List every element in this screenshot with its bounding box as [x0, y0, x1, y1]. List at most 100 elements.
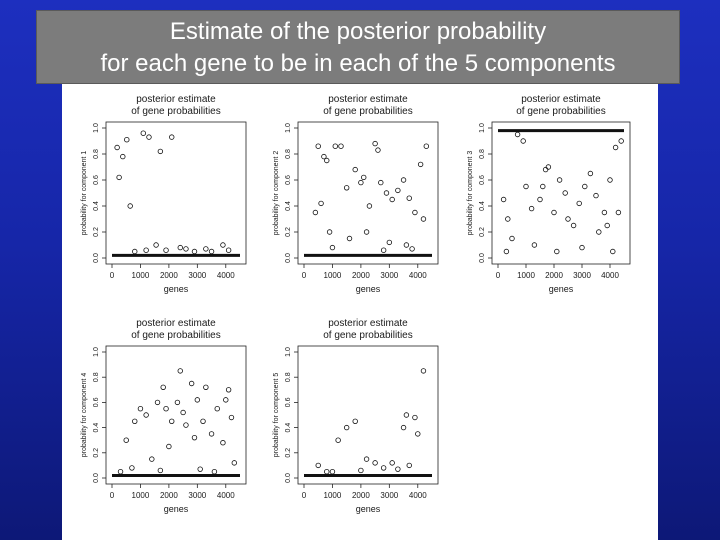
data-point-4-8 [163, 406, 169, 412]
y-tick-label-2-1: 0.2 [285, 227, 292, 237]
x-tick-label-1-1: 1000 [132, 271, 150, 280]
data-point-2-30 [380, 247, 387, 253]
data-point-4-11 [174, 399, 181, 406]
data-point-2-18 [400, 177, 407, 183]
data-point-3-23 [607, 177, 613, 183]
data-point-5-5 [363, 456, 370, 462]
data-point-3-13 [562, 190, 568, 196]
plot-title-line1-4: posterior estimate [136, 318, 216, 329]
y-tick-label-1-5: 1.0 [93, 123, 100, 133]
data-point-2-10 [361, 174, 367, 181]
data-point-4-7 [160, 384, 166, 390]
data-point-2-31 [409, 246, 415, 252]
y-tick-label-2-5: 1.0 [285, 123, 292, 133]
x-tick-label-3-1: 1000 [517, 271, 535, 280]
data-point-5-3 [343, 424, 350, 431]
data-point-1-12 [220, 242, 226, 248]
data-point-1-6 [146, 134, 152, 140]
data-point-3-1 [505, 216, 511, 222]
data-point-2-11 [366, 203, 373, 209]
x-tick-label-3-4: 4000 [601, 271, 619, 280]
data-point-1-7 [153, 242, 159, 248]
data-point-4-21 [214, 406, 220, 412]
x-tick-label-2-0: 0 [302, 271, 307, 280]
data-point-1-0 [114, 144, 120, 151]
data-point-5-14 [406, 462, 412, 469]
data-point-4-14 [183, 422, 189, 428]
data-point-3-3 [514, 131, 521, 138]
data-point-2-4 [324, 157, 330, 164]
data-point-4-20 [208, 431, 215, 437]
data-point-2-6 [338, 143, 344, 149]
data-point-3-10 [545, 164, 552, 170]
data-point-1-18 [225, 247, 232, 253]
data-point-4-0 [117, 469, 124, 475]
plot-frame-4 [105, 345, 247, 485]
data-point-5-4 [352, 418, 358, 424]
x-tick-label-5-2: 2000 [352, 491, 370, 500]
data-point-3-27 [503, 248, 510, 255]
data-point-3-24 [612, 144, 619, 151]
data-point-2-14 [378, 179, 384, 186]
data-point-5-16 [329, 469, 336, 475]
y-tick-label-5-1: 0.2 [285, 448, 292, 458]
data-point-5-1 [324, 469, 330, 475]
plot-title-line1-3: posterior estimate [521, 94, 601, 105]
data-point-3-25 [615, 209, 622, 216]
data-point-1-9 [169, 134, 175, 140]
data-point-2-19 [406, 195, 412, 201]
y-tick-label-5-4: 0.8 [285, 372, 292, 382]
y-tick-label-2-3: 0.6 [285, 175, 292, 185]
data-point-2-16 [389, 196, 395, 203]
x-tick-label-4-1: 1000 [132, 491, 150, 500]
data-point-1-4 [127, 203, 133, 209]
data-point-1-16 [143, 247, 149, 253]
plot-title-line1-5: posterior estimate [328, 318, 408, 329]
data-point-3-31 [610, 248, 616, 255]
data-point-3-6 [528, 205, 535, 212]
data-point-1-13 [163, 247, 169, 253]
data-point-4-1 [123, 437, 129, 443]
data-point-4-9 [166, 443, 172, 450]
data-point-2-3 [321, 153, 327, 160]
plot-title-line2-5: of gene probabilities [323, 330, 413, 341]
plot-panel: posterior estimate of gene probabilities 0… [62, 84, 658, 540]
data-point-1-17 [191, 248, 198, 255]
y-tick-label-1-3: 0.6 [93, 175, 100, 185]
x-tick-label-1-4: 4000 [217, 271, 235, 280]
data-point-3-30 [579, 244, 585, 251]
data-point-2-0 [312, 209, 319, 216]
data-point-4-10 [169, 418, 175, 424]
plot-title-line1-2: posterior estimate [328, 94, 408, 105]
y-tick-label-4-0: 0.0 [93, 473, 100, 483]
y-tick-label-2-0: 0.0 [285, 253, 292, 263]
x-tick-label-2-2: 2000 [352, 271, 370, 280]
data-point-2-2 [318, 200, 324, 207]
data-point-2-22 [420, 216, 427, 222]
y-tick-label-5-2: 0.4 [285, 423, 292, 433]
plot-title-line2-3: of gene probabilities [516, 106, 606, 117]
data-point-5-9 [400, 424, 407, 431]
data-point-5-17 [395, 466, 401, 472]
data-point-2-15 [383, 190, 390, 196]
x-tick-label-5-0: 0 [302, 491, 307, 500]
x-axis-label-1: genes [164, 284, 189, 294]
data-point-2-23 [423, 143, 430, 149]
data-point-2-20 [412, 209, 418, 216]
data-point-3-18 [587, 170, 594, 177]
data-point-4-17 [194, 397, 201, 403]
data-point-5-2 [335, 437, 341, 443]
data-point-3-14 [565, 216, 571, 222]
data-point-5-10 [403, 412, 410, 418]
data-point-4-3 [137, 406, 144, 412]
y-tick-label-3-5: 1.0 [479, 123, 486, 133]
y-tick-label-4-2: 0.4 [93, 423, 100, 433]
x-axis-label-4: genes [164, 504, 189, 514]
data-point-5-11 [412, 414, 418, 421]
x-tick-label-2-1: 1000 [324, 271, 342, 280]
x-tick-label-5-4: 4000 [409, 491, 427, 500]
y-tick-label-3-0: 0.0 [479, 253, 486, 263]
data-point-4-15 [188, 380, 195, 387]
x-axis-label-2: genes [356, 284, 381, 294]
data-point-3-8 [540, 183, 546, 190]
